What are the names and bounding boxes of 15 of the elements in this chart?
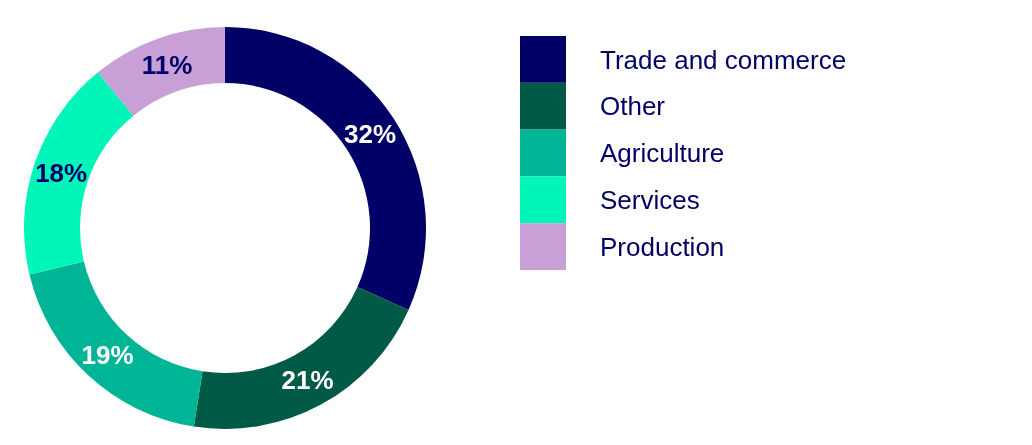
data-label: 19% — [81, 340, 134, 371]
data-label: 11% — [141, 50, 193, 81]
donut-slice — [97, 27, 225, 116]
data-label: 21% — [281, 365, 334, 396]
donut-slice — [225, 27, 426, 310]
legend-label: Agriculture — [600, 138, 725, 169]
donut-slice — [29, 261, 203, 427]
legend-label: Trade and commerce — [600, 44, 847, 75]
data-label: 18% — [35, 157, 88, 188]
data-label: 32% — [344, 118, 397, 149]
legend-label: Other — [600, 91, 666, 122]
legend-label: Services — [600, 184, 700, 215]
legend-label: Production — [600, 231, 725, 262]
donut-slice — [193, 287, 409, 429]
donut-slice — [24, 72, 134, 275]
